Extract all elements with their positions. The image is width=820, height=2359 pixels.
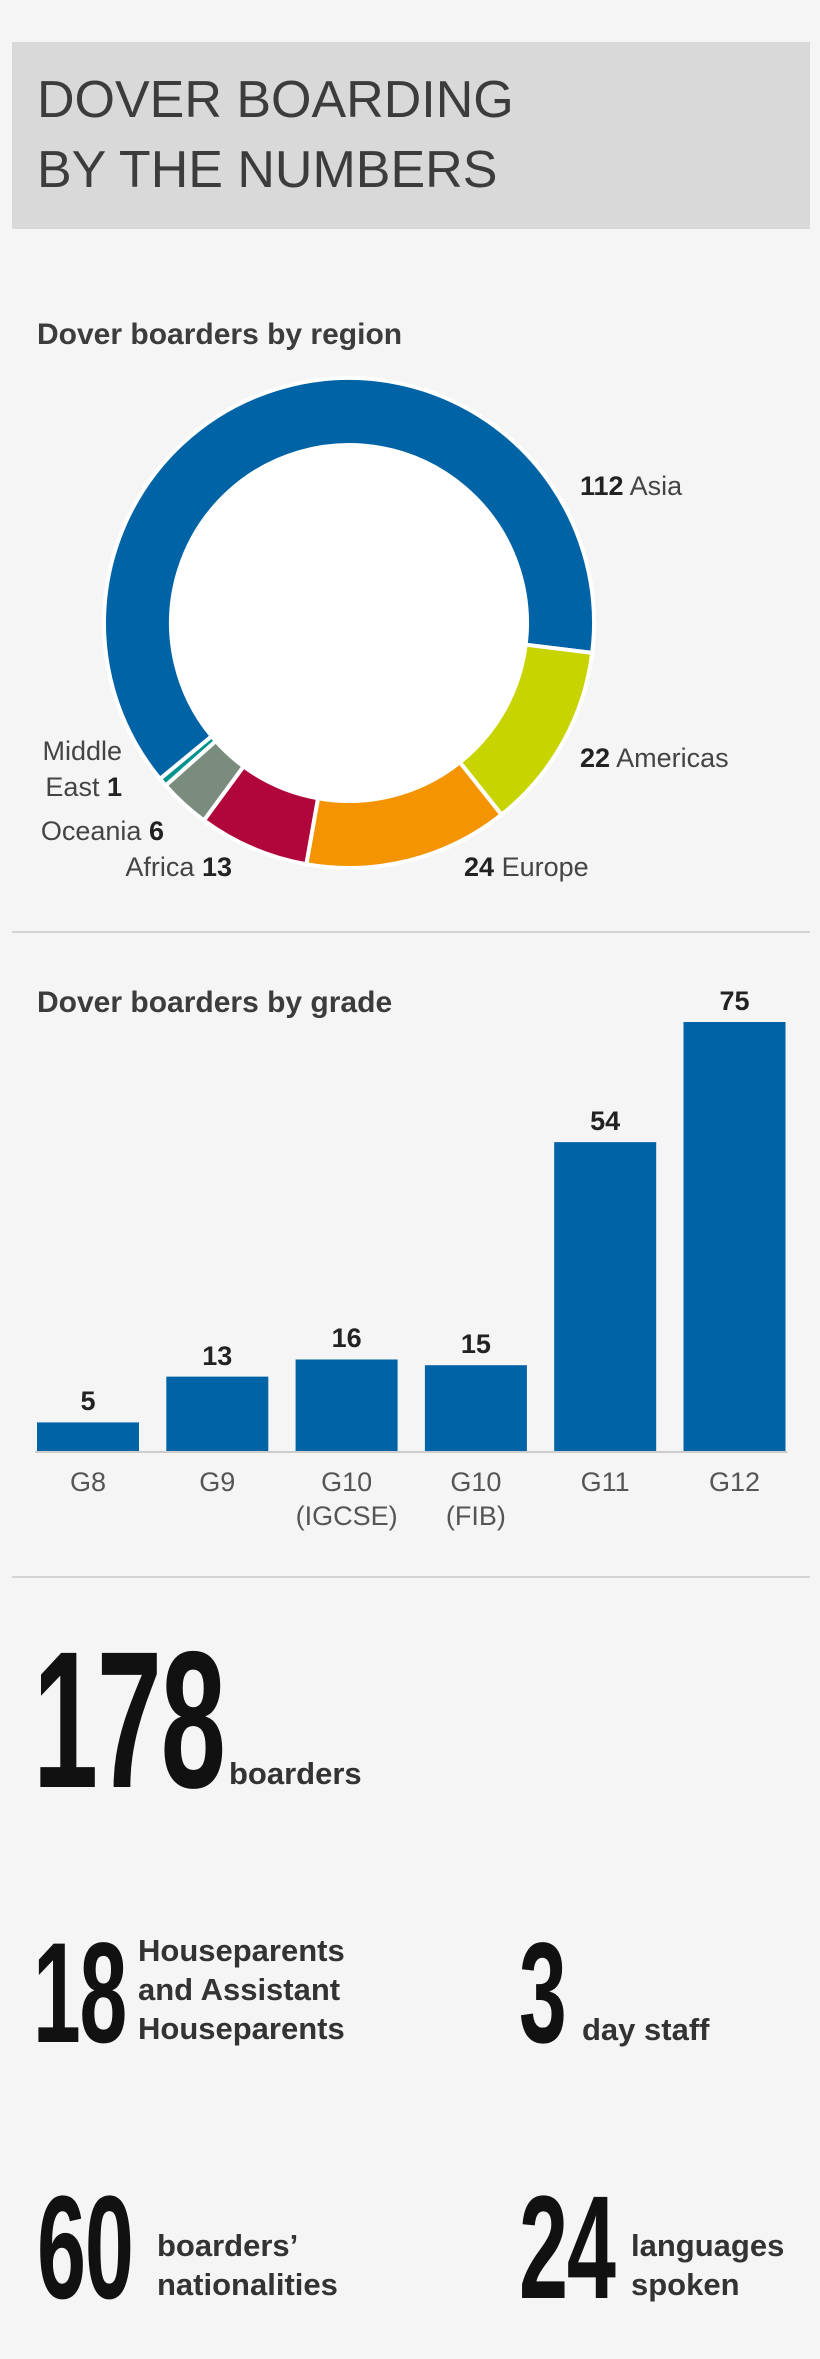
x-tick-label: G9: [199, 1467, 236, 1497]
donut-hole: [173, 447, 525, 799]
bar: [37, 1422, 139, 1451]
bar-value: 54: [590, 1106, 621, 1137]
bar-value: 13: [202, 1340, 233, 1371]
bar: [554, 1142, 657, 1451]
bar: [295, 1359, 398, 1451]
chart-title: Dover boarders by grade: [37, 986, 393, 1019]
bar-value: 16: [331, 1323, 362, 1354]
bar-value: 15: [460, 1329, 491, 1360]
bar-value: 75: [719, 986, 750, 1016]
bar: [166, 1376, 269, 1451]
x-tick-label: G11: [580, 1467, 630, 1497]
donut-value: 22: [580, 743, 611, 773]
separator: [12, 1576, 810, 1578]
donut-category: Europe: [501, 852, 589, 882]
donut-label: Oceania 6: [41, 813, 164, 849]
stat-number: 3: [519, 1914, 567, 2073]
bar: [424, 1365, 527, 1451]
donut-chart: [102, 376, 596, 870]
page-title: BY THE NUMBERS: [37, 141, 498, 199]
x-tick-label: G8: [69, 1467, 107, 1497]
x-tick-label: G12: [708, 1467, 761, 1497]
donut-value: 13: [201, 852, 232, 882]
donut-label: Africa 13: [125, 849, 232, 885]
donut-value: 112: [580, 471, 624, 501]
header-box: [12, 42, 810, 229]
separator: [12, 931, 810, 933]
stat-label: Houseparents and Assistant Houseparents: [138, 1933, 345, 2046]
donut-label: 112 Asia: [580, 468, 682, 504]
bar-value: 5: [80, 1386, 96, 1417]
stat-number: 18: [33, 1914, 127, 2073]
donut-label: 24 Europe: [464, 849, 589, 885]
stat-label: boarders: [229, 1756, 362, 1791]
stat-label: boarders’ nationalities: [157, 2228, 338, 2302]
stat-label: languages spoken: [631, 2228, 785, 2302]
donut-label: Middle East 1: [22, 733, 122, 805]
donut-slice: [102, 376, 596, 782]
stat-number: 60: [37, 2166, 134, 2330]
x-tick-label: G10 (FIB): [445, 1467, 506, 1531]
donut-category: Africa: [125, 852, 195, 882]
donut-value: 1: [106, 772, 122, 802]
stat-number: 178: [33, 1611, 226, 1829]
donut-value: 6: [148, 816, 164, 846]
donut-value: 24: [464, 852, 495, 882]
donut-category: Americas: [616, 743, 729, 773]
stat-label: day staff: [582, 2012, 710, 2047]
x-tick-label: G10 (IGCSE): [295, 1467, 398, 1531]
donut-slice: [157, 733, 219, 789]
chart-title: Dover boarders by region: [37, 318, 403, 351]
donut-category: Middle East: [42, 736, 122, 802]
stat-number: 24: [519, 2166, 616, 2330]
donut-category: Oceania: [40, 816, 142, 846]
bar-chart: [35, 1022, 788, 1453]
page-title: DOVER BOARDING: [37, 71, 514, 129]
bar: [683, 1022, 786, 1451]
donut-category: Asia: [629, 471, 683, 501]
donut-label: 22 Americas: [580, 740, 729, 776]
